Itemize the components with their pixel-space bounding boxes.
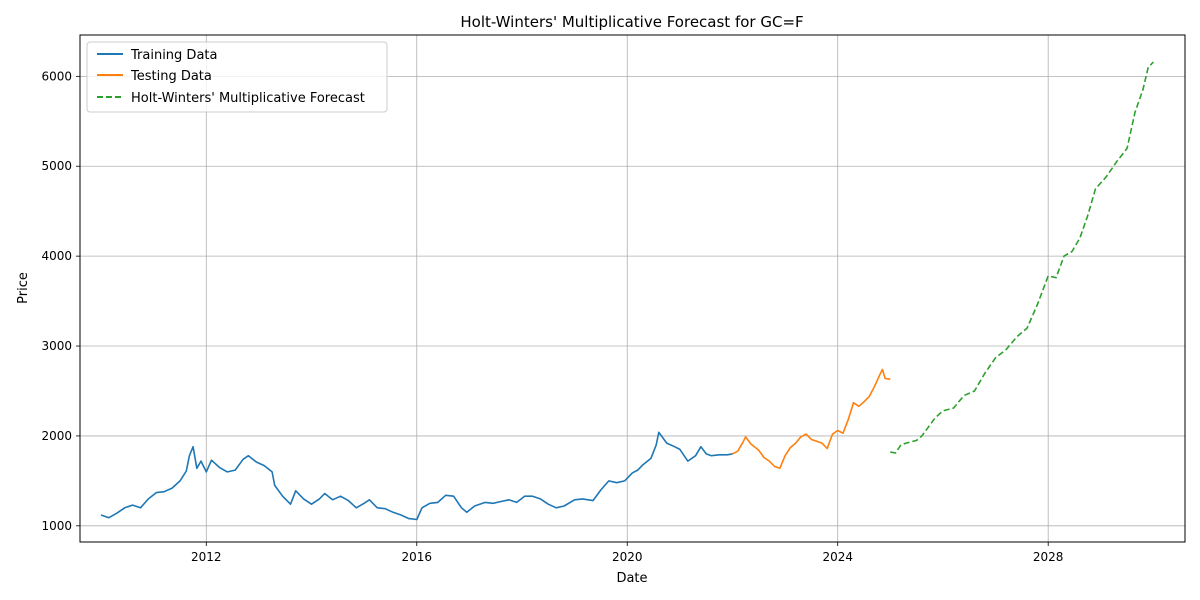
y-tick-label: 4000 <box>41 249 72 263</box>
plot-lines <box>100 61 1154 521</box>
legend-label-testing: Testing Data <box>130 69 212 84</box>
legend-box <box>86 41 388 113</box>
grid <box>80 35 1185 542</box>
x-tick-label: 2024 <box>822 550 853 564</box>
series-line-testing <box>732 368 891 470</box>
plot-frame <box>79 34 1186 543</box>
legend: Training Data Testing Data Holt-Winters'… <box>86 41 388 113</box>
y-tick-label: 5000 <box>41 159 72 173</box>
series-line-training <box>100 431 733 521</box>
x-tick-label: 2028 <box>1033 550 1064 564</box>
series-line-forecast <box>890 61 1154 454</box>
y-tick-label: 3000 <box>41 339 72 353</box>
x-axis: 2012 2016 2020 2024 2028 <box>191 542 1063 564</box>
y-tick-label: 1000 <box>41 519 72 533</box>
x-tick-label: 2012 <box>191 550 222 564</box>
y-axis-title: Price <box>16 272 31 304</box>
x-axis-title: Date <box>616 571 647 586</box>
legend-label-forecast: Holt-Winters' Multiplicative Forecast <box>131 91 365 106</box>
x-tick-label: 2020 <box>612 550 643 564</box>
x-tick-label: 2016 <box>401 550 432 564</box>
chart-title: Holt-Winters' Multiplicative Forecast fo… <box>460 13 803 31</box>
y-tick-label: 2000 <box>41 429 72 443</box>
legend-label-training: Training Data <box>130 48 217 63</box>
y-axis: 1000 2000 3000 4000 5000 6000 <box>41 69 80 533</box>
y-tick-label: 6000 <box>41 69 72 83</box>
